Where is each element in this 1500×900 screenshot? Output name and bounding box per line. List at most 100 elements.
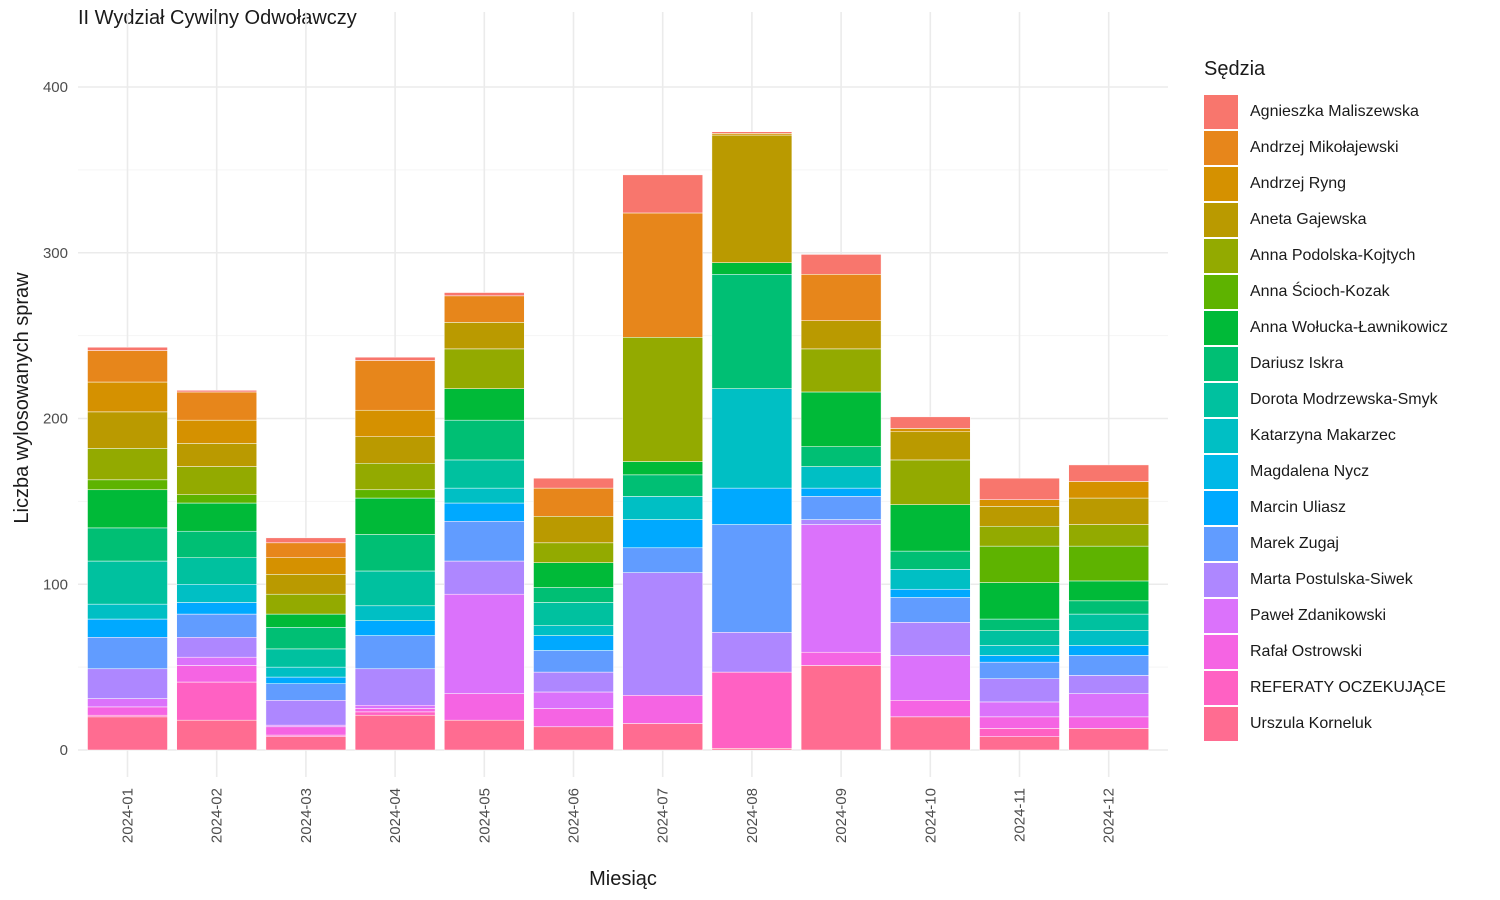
bar-segment: [444, 719, 525, 751]
bar-segment: [87, 637, 168, 670]
y-axis-title: Liczba wylosowanych spraw: [11, 272, 33, 524]
legend-swatch: [1204, 671, 1238, 705]
legend-item: Agnieszka Maliszewska: [1204, 93, 1419, 129]
legend-item: Dorota Modrzewska-Smyk: [1204, 381, 1438, 417]
bar-segment: [354, 704, 436, 709]
bar-segment: [533, 516, 614, 544]
legend-swatch: [1204, 491, 1238, 525]
bar-segment: [87, 698, 168, 708]
bar-segment: [176, 557, 257, 585]
bar-segment: [890, 459, 971, 505]
bar-segment: [444, 459, 525, 489]
bar-segment: [87, 381, 168, 413]
legend-item: Marta Postulska-Siwek: [1204, 561, 1413, 597]
bar-segment: [622, 174, 703, 214]
legend-swatch: [1204, 239, 1238, 273]
bar-segment: [265, 648, 347, 668]
bar-segment: [176, 613, 257, 638]
bar-segment: [1068, 728, 1149, 751]
bar-segment: [800, 665, 882, 751]
x-tick-label: 2024-07: [655, 788, 672, 843]
bar-segment: [622, 723, 703, 751]
x-tick-label: 2024-05: [476, 788, 493, 843]
bar-segment: [622, 337, 703, 462]
bar-segment: [87, 618, 168, 638]
bar-segment: [265, 666, 347, 678]
legend-label: Katarzyna Makarzec: [1250, 427, 1396, 444]
bar-segment: [265, 683, 347, 701]
bar-segment: [979, 630, 1060, 646]
legend-item: Anna Wołucka-Ławnikowicz: [1204, 309, 1448, 345]
bar-segment: [87, 560, 168, 605]
x-tick-label: 2024-04: [387, 788, 404, 843]
legend-label: REFERATY OCZEKUJĄCE: [1250, 679, 1446, 696]
bar-segment: [890, 504, 971, 552]
bar-segment: [87, 603, 168, 620]
bar-segment: [800, 496, 882, 520]
bar-segment: [979, 716, 1060, 729]
bar-segment: [87, 346, 168, 351]
bar-segment: [265, 736, 347, 751]
bar-segment: [354, 360, 436, 411]
bar-segment: [1068, 481, 1149, 499]
bar-segment: [1068, 497, 1149, 525]
bar-segment: [354, 356, 436, 361]
legend-item: Aneta Gajewska: [1204, 201, 1367, 237]
bars: [87, 131, 1149, 751]
bar-segment: [890, 550, 971, 570]
bar-segment: [622, 695, 703, 724]
bar-segment: [176, 602, 257, 615]
bar-segment: [800, 348, 882, 393]
bar-segment: [354, 489, 436, 499]
bar-segment: [1068, 693, 1149, 718]
legend-label: Marta Postulska-Siwek: [1250, 571, 1413, 588]
bar-segment: [979, 506, 1060, 527]
legend-label: Urszula Korneluk: [1250, 715, 1372, 732]
bar-segment: [87, 448, 168, 481]
y-tick-label: 100: [43, 576, 68, 593]
bar-segment: [176, 719, 257, 751]
bar-segment: [265, 593, 347, 615]
bar-segment: [890, 431, 971, 461]
bar-segment: [444, 295, 525, 323]
bar-segment: [622, 212, 703, 338]
legend-swatch: [1204, 203, 1238, 237]
legend-item: Anna Podolska-Kojtych: [1204, 237, 1415, 273]
bar-segment: [711, 487, 793, 525]
bar-segment: [979, 655, 1060, 663]
bar-segment: [265, 574, 347, 595]
bar-segment: [1068, 580, 1149, 602]
bar-segment: [444, 419, 525, 461]
bar-segment: [176, 391, 257, 421]
legend-title: Sędzia: [1204, 58, 1266, 80]
bar-segment: [176, 466, 257, 495]
bar-segment: [354, 463, 436, 491]
legend-label: Anna Ścioch-Kozak: [1250, 283, 1390, 300]
bar-segment: [711, 131, 793, 134]
bar-segment: [800, 446, 882, 467]
bar-segment: [87, 716, 168, 751]
legend-swatch: [1204, 527, 1238, 561]
bar-segment: [265, 537, 347, 544]
bar-segment: [979, 477, 1060, 500]
x-tick-label: 2024-06: [566, 788, 583, 843]
legend: Sędzia Agnieszka Maliszewska Andrzej Miko…: [1204, 58, 1448, 741]
legend-item: Marek Zugaj: [1204, 525, 1339, 561]
x-tick-label: 2024-09: [833, 788, 850, 843]
y-tick-label: 200: [43, 411, 68, 428]
bar-segment: [87, 350, 168, 383]
x-tick-label: 2024-01: [120, 788, 137, 843]
bar-segment: [533, 726, 614, 751]
bar-segment: [622, 461, 703, 476]
bar-segment: [979, 582, 1060, 620]
legend-item: Katarzyna Makarzec: [1204, 417, 1396, 453]
y-tick-label: 0: [60, 742, 68, 759]
bar-segment: [354, 436, 436, 464]
bar-segment: [979, 728, 1060, 737]
bar-segment: [444, 292, 525, 297]
bar-segment: [533, 635, 614, 651]
bar-segment: [354, 497, 436, 535]
y-tick-label: 400: [43, 79, 68, 96]
legend-label: Marek Zugaj: [1250, 535, 1339, 552]
x-tick-label: 2024-11: [1012, 788, 1029, 842]
